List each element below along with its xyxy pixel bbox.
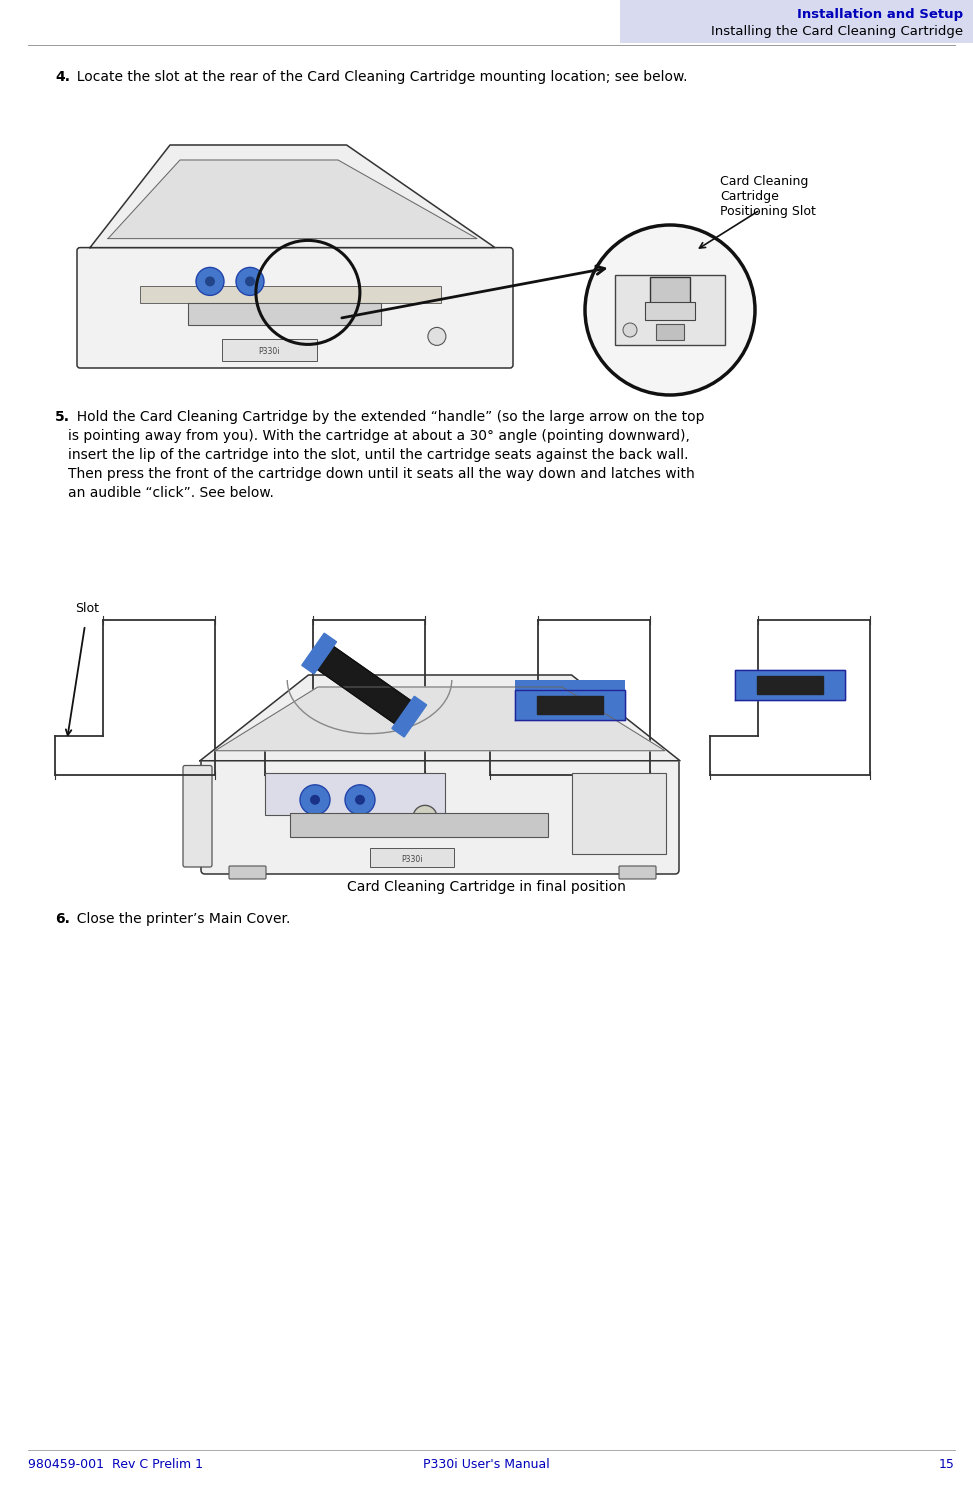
Bar xyxy=(656,324,684,340)
Polygon shape xyxy=(317,646,412,724)
Circle shape xyxy=(413,805,437,829)
Bar xyxy=(222,339,316,361)
Bar xyxy=(615,275,725,345)
Bar xyxy=(140,286,441,304)
Bar xyxy=(515,680,625,691)
Polygon shape xyxy=(537,697,603,715)
Polygon shape xyxy=(302,634,337,674)
Text: Installing the Card Cleaning Cartridge: Installing the Card Cleaning Cartridge xyxy=(711,26,963,38)
Circle shape xyxy=(196,268,224,295)
Polygon shape xyxy=(515,691,625,721)
Polygon shape xyxy=(735,670,845,700)
Polygon shape xyxy=(108,160,477,239)
Circle shape xyxy=(585,226,755,394)
Bar xyxy=(620,0,973,44)
Text: Positioning Slot: Positioning Slot xyxy=(720,205,816,218)
Circle shape xyxy=(355,795,365,805)
Bar xyxy=(265,772,445,816)
Text: is pointing away from you). With the cartridge at about a 30° angle (pointing do: is pointing away from you). With the car… xyxy=(68,429,690,442)
Bar xyxy=(650,277,690,306)
Circle shape xyxy=(245,277,255,286)
Text: 980459-001  Rev C Prelim 1: 980459-001 Rev C Prelim 1 xyxy=(28,1458,203,1472)
Circle shape xyxy=(236,268,264,295)
FancyBboxPatch shape xyxy=(183,766,212,867)
Text: 4.: 4. xyxy=(55,71,70,84)
Bar xyxy=(290,813,548,837)
Polygon shape xyxy=(215,686,665,751)
Text: Hold the Card Cleaning Cartridge by the extended “handle” (so the large arrow on: Hold the Card Cleaning Cartridge by the … xyxy=(68,409,704,424)
Text: Close the printer’s Main Cover.: Close the printer’s Main Cover. xyxy=(68,912,290,926)
Text: P330i User's Manual: P330i User's Manual xyxy=(422,1458,550,1472)
Text: an audible “click”. See below.: an audible “click”. See below. xyxy=(68,486,273,500)
Text: P330i: P330i xyxy=(259,348,280,357)
Text: Card Cleaning: Card Cleaning xyxy=(720,175,809,188)
Bar xyxy=(188,304,381,325)
Text: 6.: 6. xyxy=(55,912,70,926)
Bar xyxy=(645,303,695,321)
FancyBboxPatch shape xyxy=(619,865,656,879)
FancyBboxPatch shape xyxy=(77,248,513,369)
Circle shape xyxy=(345,784,375,814)
FancyBboxPatch shape xyxy=(229,865,266,879)
Polygon shape xyxy=(392,697,426,737)
Circle shape xyxy=(310,795,320,805)
Circle shape xyxy=(428,328,446,346)
Text: 15: 15 xyxy=(939,1458,955,1472)
Text: Slot: Slot xyxy=(75,602,99,616)
Text: 5.: 5. xyxy=(55,409,70,424)
FancyBboxPatch shape xyxy=(201,759,679,874)
Polygon shape xyxy=(90,144,495,248)
Text: insert the lip of the cartridge into the slot, until the cartridge seats against: insert the lip of the cartridge into the… xyxy=(68,448,689,462)
Text: Locate the slot at the rear of the Card Cleaning Cartridge mounting location; se: Locate the slot at the rear of the Card … xyxy=(68,71,688,84)
Polygon shape xyxy=(200,676,680,760)
Circle shape xyxy=(623,324,637,337)
Bar xyxy=(370,847,454,867)
Circle shape xyxy=(205,277,215,286)
Bar xyxy=(571,772,666,855)
Text: Installation and Setup: Installation and Setup xyxy=(797,8,963,21)
Circle shape xyxy=(300,784,330,814)
Text: P330i: P330i xyxy=(401,855,422,864)
Polygon shape xyxy=(757,676,823,694)
Text: Card Cleaning Cartridge in final position: Card Cleaning Cartridge in final positio… xyxy=(346,880,626,894)
Text: Then press the front of the cartridge down until it seats all the way down and l: Then press the front of the cartridge do… xyxy=(68,467,695,482)
Text: Cartridge: Cartridge xyxy=(720,190,778,203)
